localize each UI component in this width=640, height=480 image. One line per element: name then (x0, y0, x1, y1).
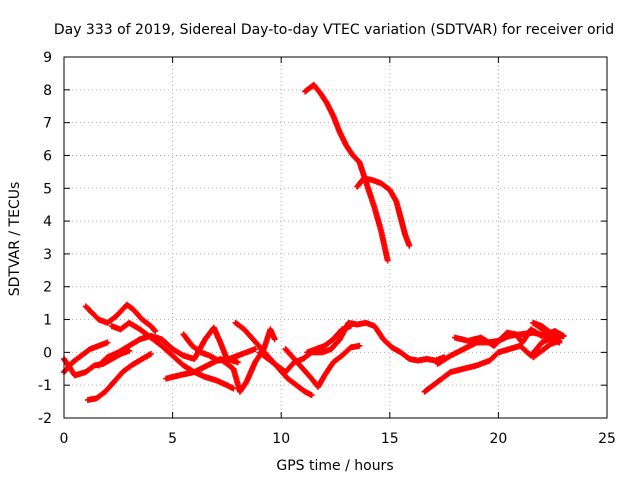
data-point (347, 323, 354, 330)
y-tick-label: 9 (43, 50, 52, 66)
series-arc-5 (95, 324, 241, 369)
series-arc-12 (304, 323, 354, 356)
y-tick-label: -2 (38, 411, 52, 427)
series-arc-14 (354, 175, 413, 249)
data-series (61, 81, 567, 403)
x-tick-label: 0 (60, 431, 69, 447)
plot-frame (63, 56, 608, 419)
series-arc-6 (108, 319, 237, 392)
y-tick-label: 8 (43, 83, 52, 99)
data-point (252, 346, 259, 353)
x-tick-label: 25 (598, 431, 616, 447)
y-axis-label: SDTVAR / TECUs (7, 182, 23, 297)
series-arc-13 (302, 81, 391, 264)
series-arc-1 (61, 339, 111, 376)
x-axis-label: GPS time / hours (276, 458, 393, 474)
chart-title: Day 333 of 2019, Sidereal Day-to-day VTE… (54, 22, 614, 38)
y-tick-label: 3 (43, 247, 52, 263)
data-point (147, 351, 154, 358)
y-tick-label: 2 (43, 280, 52, 296)
data-point (384, 257, 391, 264)
series-arc-8 (180, 331, 259, 364)
series-arc-11 (282, 342, 363, 390)
series-arc-18 (530, 319, 563, 361)
y-tick-label: 5 (43, 181, 52, 197)
grid-lines (64, 57, 607, 418)
y-tick-label: 1 (43, 313, 52, 329)
x-tick-label: 10 (272, 431, 290, 447)
y-tick-label: 6 (43, 148, 52, 164)
y-tick-label: 4 (43, 214, 52, 230)
data-point (230, 385, 237, 392)
data-point (234, 359, 241, 366)
data-point (104, 339, 111, 346)
x-tick-label: 5 (168, 431, 177, 447)
series-arc-3 (82, 301, 159, 335)
data-point (152, 328, 159, 335)
series-arc-4 (84, 351, 154, 403)
data-point (555, 338, 562, 345)
data-point (556, 339, 563, 346)
y-tick-label: -1 (38, 378, 52, 394)
series-arc-17 (451, 326, 567, 349)
data-point (151, 327, 158, 334)
data-point (356, 342, 363, 349)
data-point (271, 336, 278, 343)
data-point (406, 242, 413, 249)
y-tick-label: 7 (43, 116, 52, 132)
data-point (560, 332, 567, 339)
y-tick-label: 0 (43, 345, 52, 361)
data-point (308, 392, 315, 399)
x-tick-label: 15 (381, 431, 399, 447)
x-tick-label: 20 (489, 431, 507, 447)
axis-ticks: 0 5 10 15 20 25 -2 -1 0 1 2 3 4 5 6 7 8 9 (38, 50, 616, 447)
